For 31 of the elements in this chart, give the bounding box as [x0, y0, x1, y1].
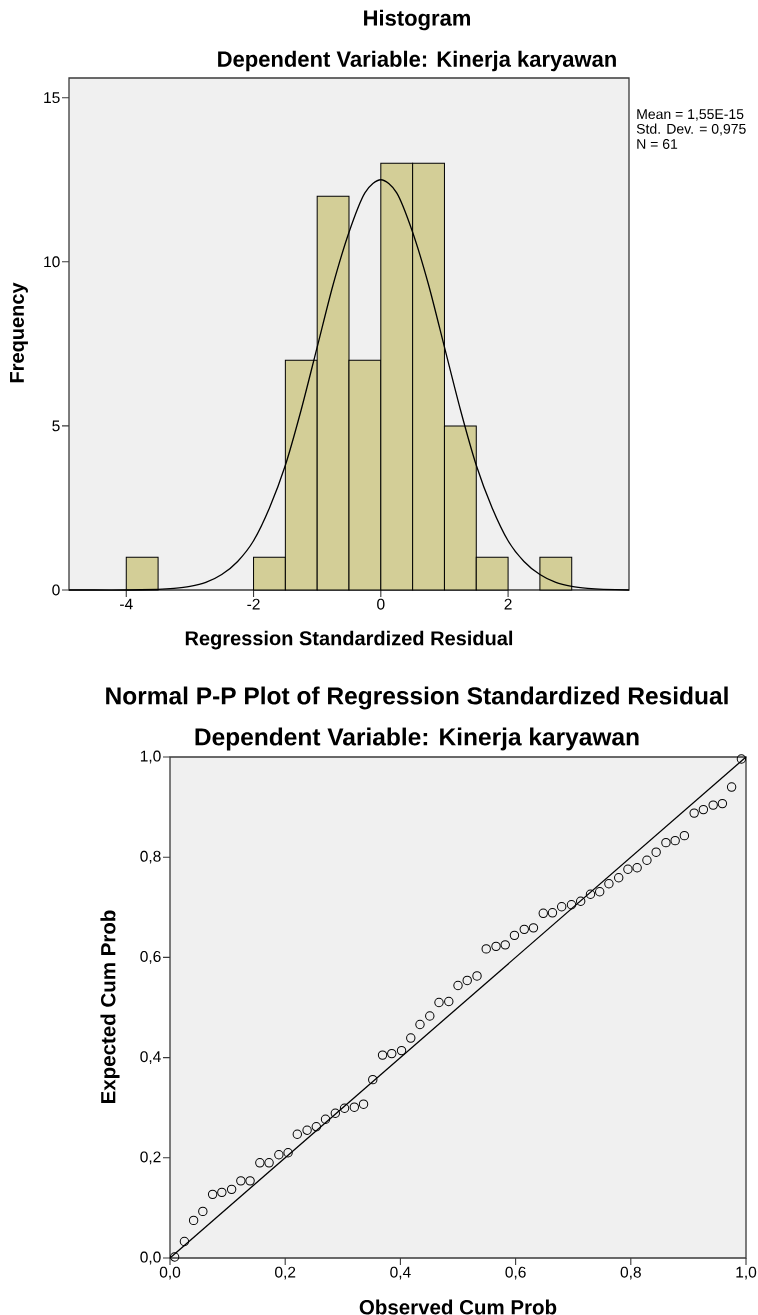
- x-tick-label: 0,6: [505, 1266, 526, 1280]
- text: N = 61: [637, 139, 678, 149]
- x-axis-title: Regression Standardized Residual: [185, 630, 513, 650]
- y-tick-label: 0,6: [140, 951, 161, 964]
- x-tick-label: 0: [377, 598, 385, 610]
- y-tick-label: 0,4: [140, 1051, 161, 1064]
- y-tick-label: 1,0: [140, 750, 161, 764]
- x-tick-label: 0,2: [275, 1266, 296, 1280]
- y-tick-label: 0,8: [140, 850, 161, 864]
- text: Mean = 1,55E-15: [637, 109, 744, 121]
- chart-title: Histogram: [364, 9, 471, 31]
- y-tick-label: 15: [44, 92, 60, 104]
- y-tick-label: 10: [44, 256, 60, 268]
- x-tick-label: 0,0: [159, 1266, 181, 1280]
- x-tick-label: -4: [120, 598, 133, 610]
- x-tick-label: -2: [247, 598, 260, 610]
- x-axis-title: Observed Cum Prob: [359, 1299, 557, 1315]
- chart-subtitle: Dependent Variable: Kinerja karyawan: [218, 50, 616, 72]
- x-tick-label: 0,4: [390, 1266, 411, 1280]
- chart-subtitle: Dependent Variable: Kinerja karyawan: [195, 727, 639, 751]
- text: Std. Dev. = 0,975: [636, 123, 746, 136]
- y-tick-label: 5: [52, 420, 60, 432]
- x-tick-label: 1,0: [736, 1266, 757, 1280]
- y-tick-label: 0,2: [140, 1151, 161, 1165]
- y-axis-title: Frequency: [10, 282, 28, 383]
- y-axis-title: Expected Cum Prob: [100, 910, 120, 1104]
- chart-title: Normal P-P Plot of Regression Standardized Residual: [106, 686, 728, 710]
- y-tick-label: 0,0: [140, 1251, 161, 1265]
- y-tick-label: 0: [52, 584, 60, 596]
- x-tick-label: 0,8: [620, 1266, 641, 1280]
- x-tick-label: 2: [504, 598, 512, 610]
